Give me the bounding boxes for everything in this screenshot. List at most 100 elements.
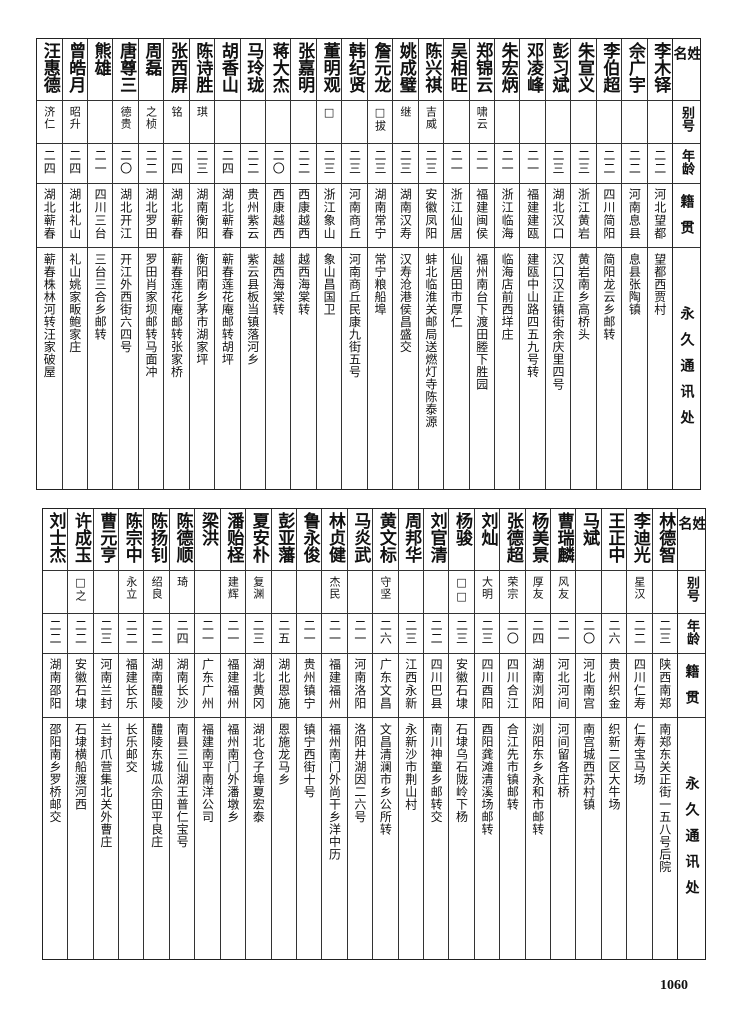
record-name-cell: 马炎武 (347, 509, 373, 571)
record-address: 临海店前西垟庄 (500, 253, 515, 341)
record-age-cell: 二〇 (500, 614, 525, 654)
record-age: 二六 (606, 619, 621, 645)
record-origin-cell: 浙江象山 (316, 184, 342, 248)
record-age-cell: 二四 (215, 144, 240, 184)
record-origin-cell: 湖南醴陵 (144, 654, 169, 718)
record-name: 蒋大杰 (268, 42, 289, 93)
record-age-cell: 二三 (246, 614, 271, 654)
record-name-cell: 佘广宇 (622, 39, 647, 101)
record-address: 福建南平南洋公司 (200, 723, 215, 823)
record-address: 越西海棠转 (271, 253, 286, 316)
record-origin-cell: 河南商丘 (342, 184, 367, 248)
record-origin: 陕西南郑 (657, 658, 672, 710)
record-age-cell: 二一 (87, 144, 113, 184)
record-name: 张嘉明 (294, 42, 315, 93)
record-name-cell: 汪惠德 (37, 39, 62, 101)
record-address-cell: 象山昌国卫 (317, 248, 341, 489)
record-address-cell: 福州南门外尚干乡洋中历 (322, 718, 346, 959)
record-address-cell: 洛阳井湖因二六号 (348, 718, 372, 959)
record-alias-cell (576, 571, 601, 614)
record-age-cell: 二一 (220, 614, 246, 654)
record-origin-cell: 福建福州 (220, 654, 246, 718)
record-age-cell: 二二 (596, 144, 622, 184)
record-address-cell: 南县三仙湖王普仁宝号 (170, 718, 194, 959)
person-record: 许成玉 □之 二二 安徽石埭 石埭横船渡河西 (67, 509, 93, 959)
record-name-cell: 朱宏炳 (494, 39, 520, 101)
record-address: 黄岩南乡高桥头 (576, 253, 591, 341)
record-name-cell: 吴相旺 (444, 39, 469, 101)
record-origin: 湖南衡阳 (194, 188, 209, 240)
record-address: 建瓯中山路四五九号转 (525, 253, 540, 378)
record-age: 二三 (347, 149, 362, 175)
person-record: 彭习斌 二三 湖北汉口 汉口汉正镇街余庆里四号 (544, 39, 571, 489)
record-origin: 西康越西 (271, 188, 286, 240)
record-age: 二三 (194, 149, 209, 175)
record-origin-cell: 河北南宫 (576, 654, 601, 718)
record-name: 黄文标 (375, 512, 396, 563)
record-name-cell: 曹元亨 (93, 509, 119, 571)
record-alias-cell (93, 571, 119, 614)
record-address: 福州南台下渡田塍下胜园 (474, 253, 489, 391)
record-age: 二一 (327, 619, 342, 645)
record-age-cell: 二六 (601, 614, 627, 654)
record-name: 曹元亨 (96, 512, 117, 563)
record-alias: 铭 (169, 106, 183, 118)
person-record: 姚成璧继二三 湖南汉寿 汉寿沧港侯昌盛交 (392, 39, 418, 489)
person-record: 曹元亨 二三 河南兰封 兰封爪营集北关外曹庄 (92, 509, 119, 959)
person-record: 陈宗中 永立 二二 福建长乐 长乐邮交 (118, 509, 144, 959)
record-origin: 贵州镇宁 (302, 658, 317, 710)
person-record: 董明观 □ 二三 浙江象山 象山昌国卫 (315, 39, 342, 489)
record-address: 长乐邮交 (124, 723, 139, 773)
record-name: 曹瑞麟 (553, 512, 574, 563)
record-age: 二一 (449, 149, 464, 175)
record-origin: 湖南常宁 (372, 188, 387, 240)
record-origin: 四川合江 (505, 658, 520, 710)
record-name: 周磊 (141, 42, 162, 76)
record-age-cell: 二二 (647, 144, 672, 184)
record-name-cell: 刘士杰 (42, 509, 68, 571)
header-cell-name: 姓名 (678, 509, 705, 571)
record-age: 二四 (220, 149, 235, 175)
record-origin: 湖北蕲春 (42, 188, 57, 240)
record-address-cell: 邵阳南乡罗桥邮交 (43, 718, 67, 959)
record-origin-cell: 浙江临海 (494, 184, 520, 248)
record-alias: □ (322, 106, 336, 120)
person-record: 黄文标 守坚 二六 广东文昌 文昌清澜市乡公所转 (372, 509, 398, 959)
record-address: 福州南门外尚干乡洋中历 (327, 723, 342, 861)
record-age-cell: 二一 (296, 614, 322, 654)
record-address: 蕲春株林河转汪家破屋 (42, 253, 57, 378)
record-alias: 琦 (175, 576, 189, 588)
record-name: 刘士杰 (45, 512, 66, 563)
record-age-cell: 二四 (169, 614, 195, 654)
record-address: 仁寿宝马场 (632, 723, 647, 786)
record-origin: 河南洛阳 (352, 658, 367, 710)
person-record: 刘灿 大明 二三 四川酉阳 酉阳龚滩清溪场邮转 (473, 509, 500, 959)
record-age: 二五 (276, 619, 291, 645)
record-name: 林德智 (655, 512, 676, 563)
record-age: 二三 (423, 149, 438, 175)
record-address: 蕲春莲花庵邮转胡坪 (220, 253, 235, 366)
record-age: 二二 (48, 619, 63, 645)
record-origin-cell: 浙江仙居 (444, 184, 469, 248)
record-origin: 河南息县 (627, 188, 642, 240)
record-age: 二二 (296, 149, 311, 175)
record-name: 邓凌峰 (523, 42, 544, 93)
record-origin-cell: 四川仁寿 (627, 654, 652, 718)
record-address: 象山昌国卫 (322, 253, 337, 316)
record-name: 詹元龙 (370, 42, 391, 93)
record-origin-cell: 四川三台 (87, 184, 113, 248)
record-address: 湖北仓子埠夏宏泰 (251, 723, 266, 823)
record-origin: 湖北黄冈 (251, 658, 266, 710)
record-origin-cell: 湖北蕲春 (164, 184, 189, 248)
record-origin-cell: 江西永新 (398, 654, 423, 718)
record-alias-cell (215, 101, 240, 144)
header-cell-address: 永久通讯处 (673, 248, 700, 489)
person-record: 陈诗胜琪二三 湖南衡阳 衡阳南乡茅市湖家坪 (188, 39, 215, 489)
record-name: 陈诗胜 (192, 42, 213, 93)
record-origin: 贵州织金 (606, 658, 621, 710)
record-age-cell: 二三 (418, 144, 444, 184)
record-origin: 西康越西 (296, 188, 311, 240)
record-age: 二一 (474, 149, 489, 175)
record-alias-cell: 杰民 (322, 571, 347, 614)
person-record: 杨美景 厚友 二四 湖南浏阳 浏阳东乡永和市邮转 (524, 509, 550, 959)
